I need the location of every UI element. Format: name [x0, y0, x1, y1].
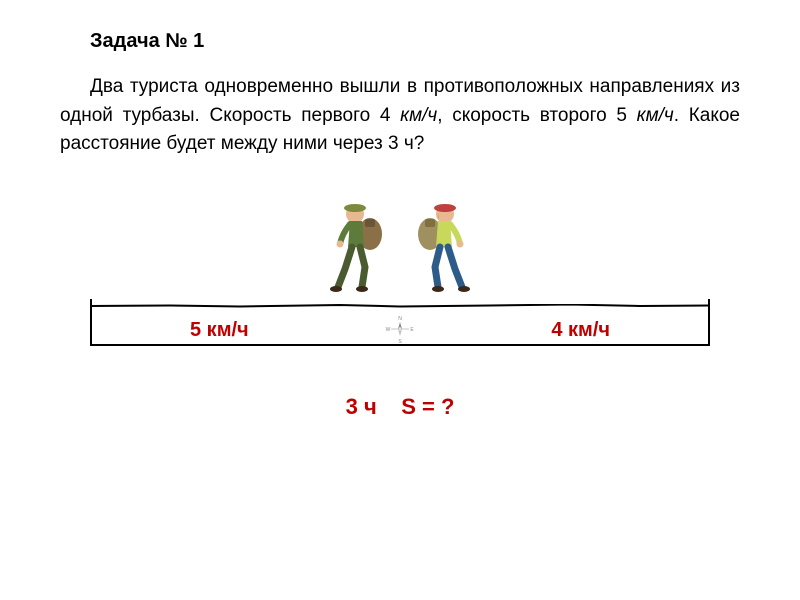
speed-right-label: 4 км/ч	[551, 319, 610, 342]
tick-right	[708, 299, 710, 344]
tourist-right-icon	[410, 199, 470, 294]
compass-icon: N S W E	[385, 314, 415, 344]
ground-line	[90, 304, 710, 308]
problem-statement: Два туриста одновременно вышли в противо…	[60, 73, 740, 159]
motion-diagram: N S W E 5 км/ч 4 км/ч 3 ч S = ?	[60, 199, 740, 479]
task-title: Задача № 1	[90, 30, 740, 53]
speed-unit-1: км/ч	[400, 105, 437, 126]
svg-text:E: E	[410, 327, 414, 333]
speed-unit-2: км/ч	[637, 105, 674, 126]
problem-text-2: , скорость второго 5	[437, 105, 636, 126]
time-distance-label: 3 ч S = ?	[346, 394, 455, 420]
tourist-left-icon	[330, 199, 390, 294]
time-value: 3 ч	[346, 394, 377, 419]
distance-underline	[90, 344, 710, 346]
svg-text:N: N	[398, 316, 402, 322]
tourists-group	[330, 199, 470, 294]
speed-left-label: 5 км/ч	[190, 319, 249, 342]
tick-left	[90, 299, 92, 344]
distance-question: S = ?	[401, 394, 454, 419]
svg-text:W: W	[386, 327, 391, 333]
svg-text:S: S	[398, 339, 402, 344]
